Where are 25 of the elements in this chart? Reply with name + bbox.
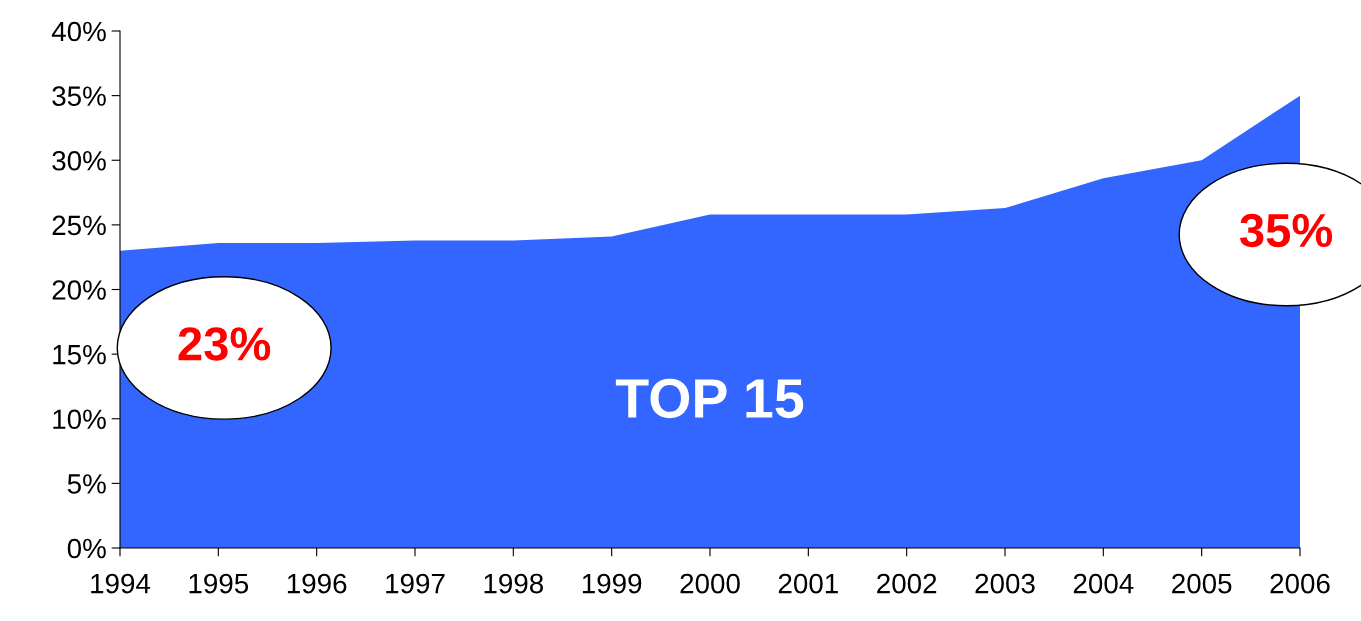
- y-tick-label: 35%: [52, 86, 106, 106]
- y-tick-label: 25%: [52, 215, 106, 236]
- y-tick-label: 10%: [53, 409, 106, 430]
- x-tick-label: 2003: [975, 573, 1035, 594]
- x-tick-label: 2006: [1270, 573, 1330, 594]
- annotation: 23%: [178, 327, 271, 361]
- x-tick-label: 1996: [287, 573, 347, 594]
- x-tick-label: 1999: [582, 573, 642, 594]
- y-tick-label: 30%: [52, 150, 106, 171]
- x-tick-label: 1994: [91, 573, 151, 594]
- x-tick-label: 2002: [877, 573, 937, 594]
- y-tick-label: 5%: [67, 474, 106, 494]
- x-tick-label: 2004: [1073, 573, 1134, 594]
- x-tick-label: 2005: [1172, 573, 1232, 594]
- x-tick-label: 1997: [386, 573, 445, 594]
- annotation: TOP 15: [615, 378, 804, 419]
- y-tick-label: 40%: [51, 21, 106, 42]
- x-tick-label: 2001: [778, 573, 838, 594]
- y-tick-label: 20%: [52, 280, 106, 300]
- annotation: 35%: [1239, 213, 1333, 248]
- y-tick-label: 15%: [53, 344, 106, 365]
- x-tick-label: 2000: [680, 573, 740, 594]
- x-tick-label: 1995: [189, 573, 249, 594]
- x-tick-label: 1998: [484, 573, 544, 594]
- y-tick-label: 0%: [67, 538, 106, 559]
